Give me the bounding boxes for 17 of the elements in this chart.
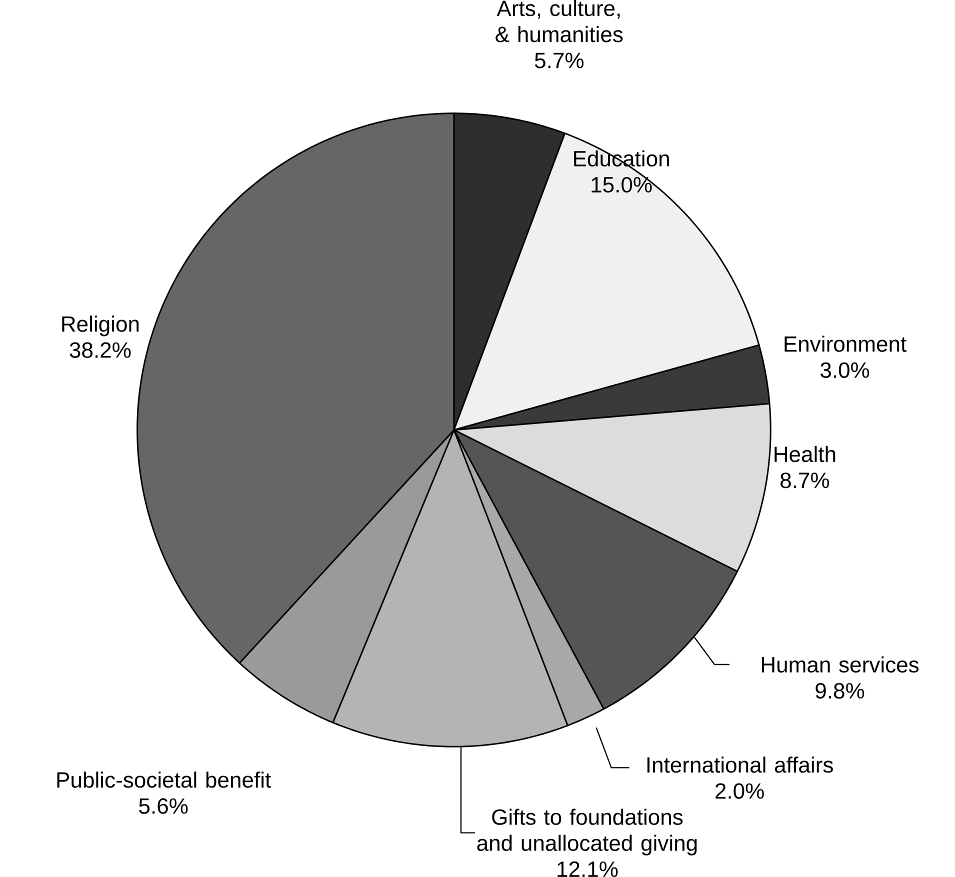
data-label: 5.7% (534, 52, 584, 68)
data-label: 2.0% (716, 783, 764, 799)
slice-label: Health (774, 446, 836, 462)
slice-label: Arts, culture, & humanities (496, 0, 623, 42)
data-label: 9.8% (816, 683, 864, 699)
slice-label: Environment (784, 336, 906, 352)
data-label: 8.7% (780, 472, 830, 488)
legend-label: Human services (762, 656, 919, 673)
slice-label: Public-societal benefit (57, 772, 271, 788)
data-label: 15.0% (592, 176, 652, 193)
data-label: 5.6% (139, 798, 188, 814)
slice-label: Religion (62, 316, 139, 336)
data-label: 3.0% (820, 362, 870, 378)
data-label: 38.2% (70, 342, 131, 358)
slice-label: Gifts to foundations and unallocated giving (477, 808, 697, 856)
data-label: 12.1% (558, 861, 618, 877)
slice-label: International affairs (647, 756, 833, 773)
